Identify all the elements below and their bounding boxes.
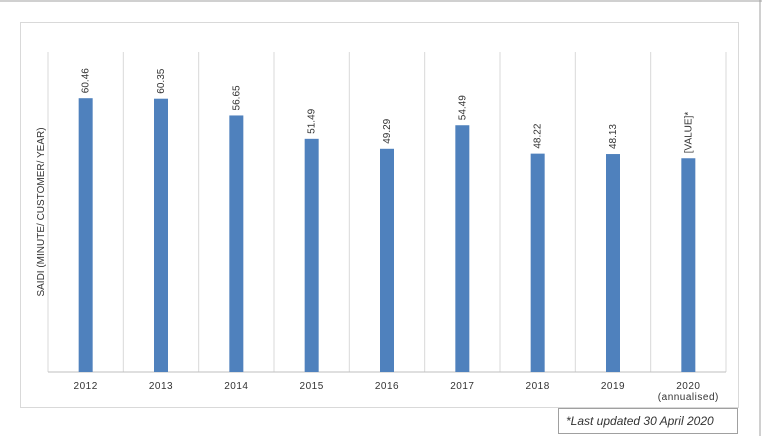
x-tick-label: 2016	[375, 381, 399, 392]
value-label: 51.49	[307, 108, 318, 133]
value-label: [VALUE]*	[683, 112, 694, 154]
bar	[455, 125, 470, 372]
bar	[681, 158, 696, 372]
value-label: 49.29	[382, 118, 393, 143]
footnote-box	[558, 408, 738, 434]
bar	[530, 153, 545, 372]
y-axis-label: SAIDI (MINUTE/ CUSTOMER/ YEAR)	[36, 127, 47, 296]
bar	[154, 98, 168, 372]
chart-frame	[20, 22, 739, 408]
x-tick-label: 2015	[300, 381, 324, 392]
value-label: 54.49	[457, 95, 468, 120]
x-tick-label: 2020 (annualised)	[658, 381, 719, 403]
x-tick-label: 2014	[224, 381, 248, 392]
bar	[380, 148, 394, 372]
bar	[78, 98, 93, 372]
x-tick-label: 2018	[526, 381, 550, 392]
x-tick-label: 2012	[74, 381, 98, 392]
bar	[304, 138, 319, 372]
x-tick-label: 2013	[149, 381, 173, 392]
x-tick-label: 2017	[450, 381, 474, 392]
value-label: 60.46	[81, 68, 92, 93]
value-label: 60.35	[156, 68, 167, 93]
bar	[606, 154, 620, 372]
footnote: *Last updated 30 April 2020	[566, 414, 714, 428]
value-label: 48.13	[608, 124, 619, 149]
x-tick-label: 2019	[601, 381, 625, 392]
value-label: 56.65	[231, 85, 242, 110]
value-label: 48.22	[533, 123, 544, 148]
bar	[229, 115, 244, 373]
